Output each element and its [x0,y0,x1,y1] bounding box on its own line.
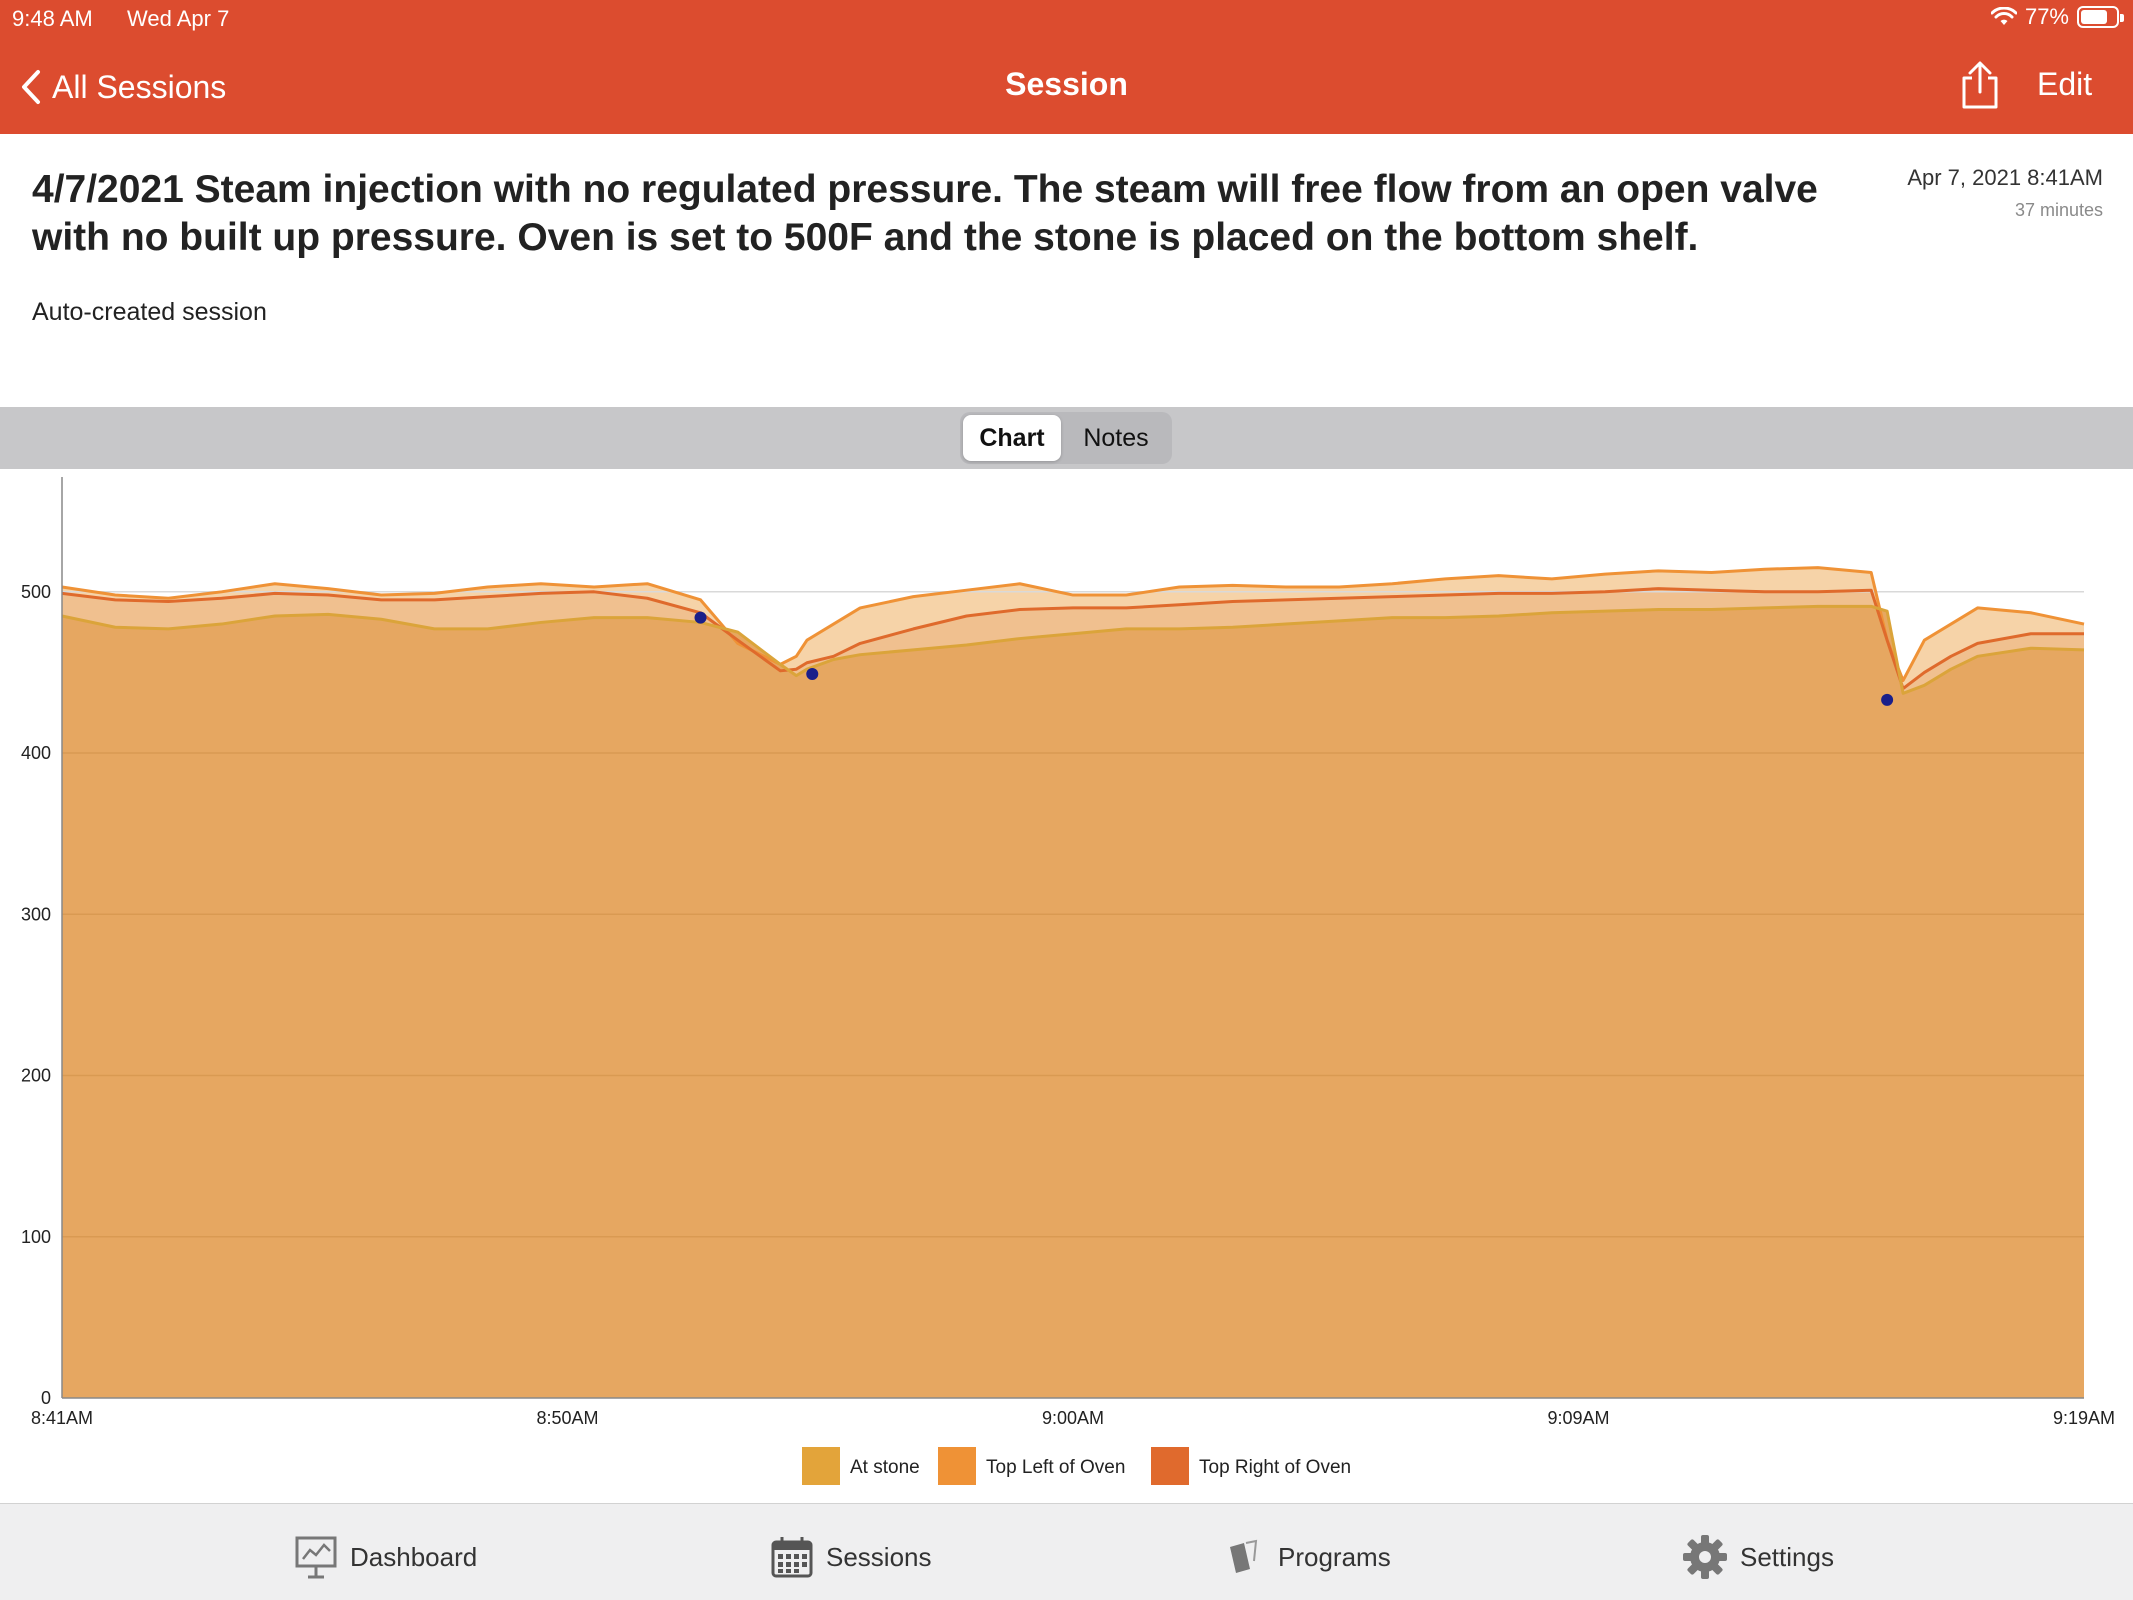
series-area-0 [62,606,2084,1398]
share-button[interactable] [1958,60,2002,110]
session-description: Auto-created session [32,298,267,326]
tab-settings-label: Settings [1740,1541,1834,1572]
series-line-1 [61,566,2085,682]
tab-bar: Dashboard Sessions Programs [0,1503,2133,1600]
chart-svg: 0 100 200 300 400 500 8:41AM 8:50AM 9:00AM 9:09AM… [21,477,2115,1485]
x-tick-label-2: 9:00AM [1042,1408,1104,1428]
tab-notes[interactable]: Notes [1083,423,1149,452]
calendar-icon [771,1537,813,1578]
battery-level [2081,10,2108,24]
series-line-2 [61,587,2084,691]
segment-bar: Chart Notes [0,407,2133,469]
battery-percent: 77% [2024,4,2069,29]
legend-swatch-2 [1151,1447,1189,1485]
segmented-control: Chart Notes [960,412,1172,464]
legend-swatch-0 [802,1447,840,1485]
tab-programs[interactable]: Programs [1226,1532,1391,1582]
chart-marker-0 [694,611,707,624]
navigation-bar: 9:48 AM Wed Apr 7 77% All Sessions Sessi… [0,0,2133,134]
series-line-0 [61,604,2085,695]
tab-programs-label: Programs [1278,1541,1391,1572]
y-tick-label-3: 300 [21,904,51,924]
chart-marker-1 [806,668,819,681]
status-indicators: 77% [1990,4,2124,30]
wifi-icon [1990,7,2017,25]
status-date: Wed Apr 7 [127,6,230,31]
tab-dashboard-label: Dashboard [350,1541,478,1572]
tab-sessions-label: Sessions [826,1541,932,1572]
temperature-chart: 0 100 200 300 400 500 8:41AM 8:50AM 9:00AM 9:09AM… [0,469,2133,1502]
legend-label-2: Top Right of Oven [1199,1457,1351,1478]
y-tick-label-1: 100 [21,1227,51,1247]
back-button[interactable]: All Sessions [20,64,226,110]
tab-dashboard[interactable]: Dashboard [294,1532,477,1582]
battery-icon [2077,6,2124,28]
share-icon [1962,61,1998,109]
tab-settings[interactable]: Settings [1682,1532,1834,1582]
legend-swatch-1 [938,1447,976,1485]
y-tick-label-5: 500 [21,582,51,602]
x-tick-label-1: 8:50AM [536,1408,598,1428]
chart-marker-2 [1881,693,1894,706]
y-tick-label-2: 200 [21,1066,51,1086]
x-tick-label-3: 9:09AM [1547,1408,1609,1428]
tab-chart[interactable]: Chart [963,415,1061,461]
tab-sessions[interactable]: Sessions [770,1532,932,1582]
session-date: Apr 7, 2021 8:41AM [1907,165,2103,190]
legend-label-0: At stone [850,1457,920,1478]
y-tick-label-0: 0 [41,1388,51,1408]
edit-button[interactable]: Edit [2037,66,2093,102]
page-title: Session [1005,66,1128,102]
status-time: 9:48 AM [12,6,93,31]
x-tick-label-0: 8:41AM [31,1408,93,1428]
y-tick-label-4: 400 [21,743,51,763]
legend-label-1: Top Left of Oven [986,1457,1125,1478]
session-duration: 37 minutes [2014,200,2103,220]
dashboard-icon [295,1536,337,1579]
programs-icon [1230,1539,1258,1573]
back-button-label: All Sessions [52,68,227,105]
session-title: 4/7/2021 Steam injection with no regulat… [32,168,1818,259]
chevron-left-icon [22,70,40,104]
battery-cap [2120,14,2124,22]
gear-icon [1683,1535,1727,1579]
x-tick-label-4: 9:19AM [2053,1408,2115,1428]
